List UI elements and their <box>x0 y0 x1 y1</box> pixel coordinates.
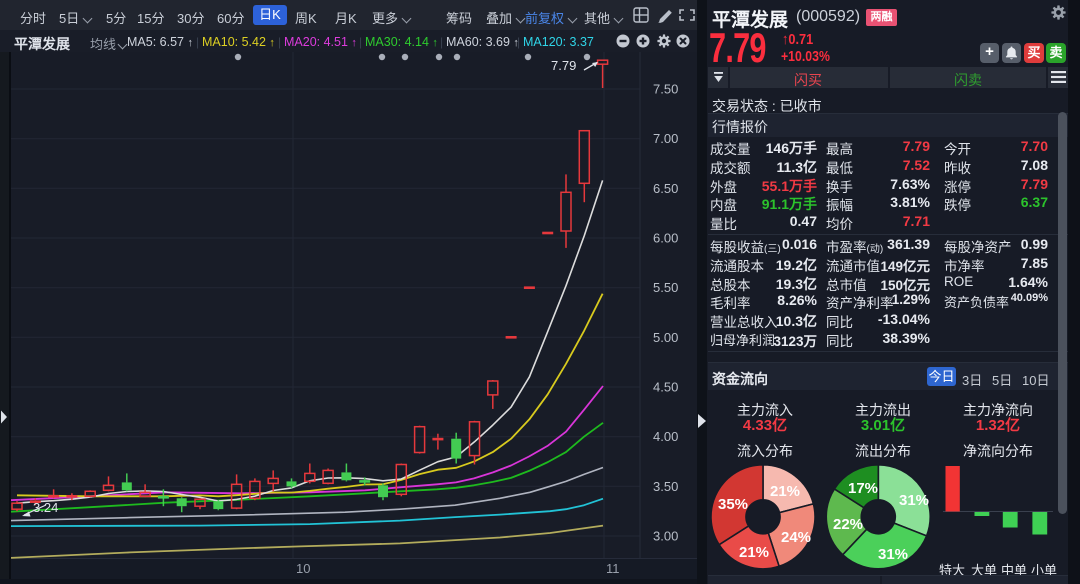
svg-text:7.79: 7.79 <box>551 58 576 73</box>
svg-text:3.24: 3.24 <box>33 500 58 515</box>
svg-text:35%: 35% <box>718 496 748 513</box>
svg-text:17%: 17% <box>848 480 878 497</box>
svg-text:21%: 21% <box>770 483 800 500</box>
svg-text:5.50: 5.50 <box>653 280 678 295</box>
svg-text:6.00: 6.00 <box>653 231 678 246</box>
svg-text:7.00: 7.00 <box>653 131 678 146</box>
svg-text:11: 11 <box>606 561 620 576</box>
svg-text:24%: 24% <box>781 529 811 546</box>
svg-text:31%: 31% <box>878 546 908 563</box>
svg-text:31%: 31% <box>899 492 929 509</box>
svg-text:3.00: 3.00 <box>653 529 678 544</box>
svg-text:3.50: 3.50 <box>653 479 678 494</box>
svg-text:21%: 21% <box>739 544 769 561</box>
svg-text:4.00: 4.00 <box>653 429 678 444</box>
svg-text:22%: 22% <box>833 516 863 533</box>
svg-text:4.50: 4.50 <box>653 380 678 395</box>
svg-text:7.50: 7.50 <box>653 82 678 97</box>
svg-text:5.00: 5.00 <box>653 330 678 345</box>
svg-text:10: 10 <box>296 561 310 576</box>
svg-text:6.50: 6.50 <box>653 181 678 196</box>
